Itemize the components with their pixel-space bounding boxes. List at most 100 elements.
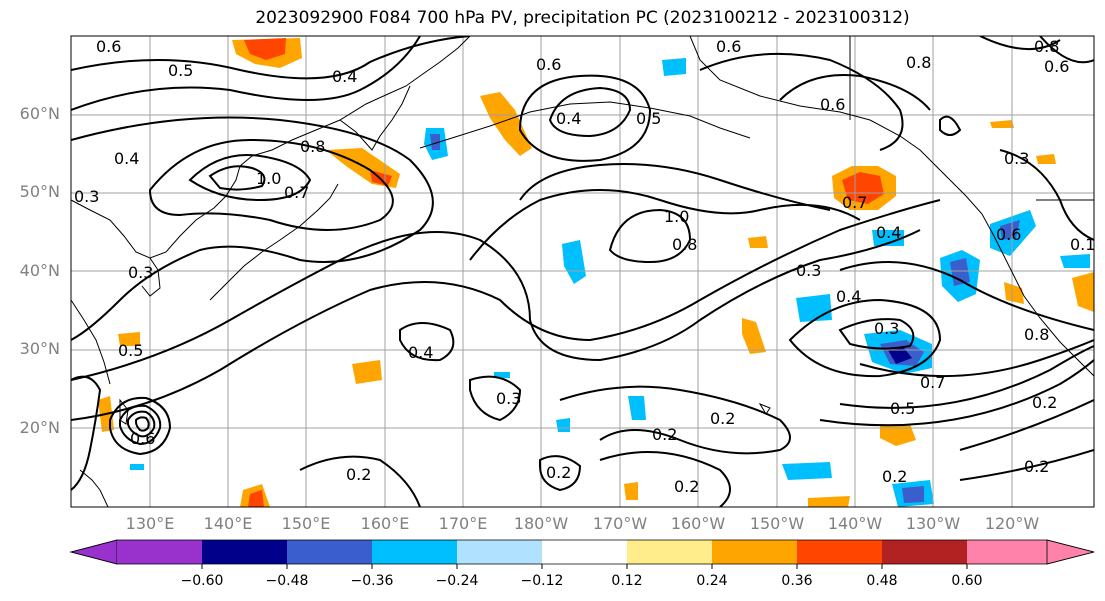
- lon-label: 130°W: [905, 514, 961, 533]
- precip-negative-area: [662, 58, 686, 76]
- contour-label: 0.1: [1070, 235, 1095, 254]
- colorbar-segment: [627, 540, 712, 564]
- precip-negative-core: [430, 134, 440, 150]
- contour-line: [1039, 36, 1094, 64]
- contour-line: [399, 322, 455, 362]
- lon-label: 120°W: [984, 514, 1040, 533]
- contour-label: 0.3: [74, 187, 99, 206]
- colorbar-tick-label: −0.60: [180, 573, 224, 589]
- precip-positive-core: [244, 38, 286, 60]
- colorbar-tick-label: −0.36: [350, 573, 394, 589]
- coastline-aleutians: [419, 101, 751, 149]
- precip-negative-core: [902, 486, 924, 503]
- precip-positive-area: [1004, 282, 1024, 304]
- precip-negative-core: [1000, 220, 1020, 240]
- contour-label: 0.2: [1032, 393, 1057, 412]
- colorbar: [69, 539, 1095, 569]
- lon-label: 170°W: [592, 514, 648, 533]
- colorbar-tick-label: −0.12: [520, 573, 564, 589]
- coastline-china-south: [71, 299, 111, 385]
- contour-label: 0.6: [820, 95, 845, 114]
- colorbar-tick-label: 0.60: [951, 573, 983, 589]
- colorbar-tick-label: −0.24: [435, 573, 479, 589]
- precip-negative-deep: [888, 348, 912, 364]
- precip-positive-area: [624, 482, 638, 500]
- contour-label: 0.5: [636, 109, 661, 128]
- coastline-kamchatka: [339, 85, 411, 151]
- contour-label: 0.4: [556, 109, 581, 128]
- contour-line: [699, 52, 904, 151]
- colorbar-segment: [117, 540, 202, 564]
- colorbar-segment: [372, 540, 457, 564]
- contour-line: [608, 208, 692, 264]
- lon-label: 180°W: [513, 514, 569, 533]
- contour-label: 0.3: [496, 389, 521, 408]
- contour-line: [469, 189, 861, 261]
- contour-line: [788, 298, 942, 378]
- contour-label: 0.8: [672, 235, 697, 254]
- precip-negative-area: [494, 372, 510, 378]
- colorbar-segment: [202, 540, 287, 564]
- lon-label: 130°E: [125, 514, 175, 533]
- contour-line: [127, 410, 156, 438]
- contour-label: 0.3: [1004, 149, 1029, 168]
- contour-label: 0.2: [652, 425, 677, 444]
- colorbar-tick-label: −0.48: [265, 573, 309, 589]
- lon-label: 150°W: [749, 514, 805, 533]
- contour-line: [148, 138, 394, 231]
- contour-line: [208, 165, 266, 191]
- contour-label: 1.0: [256, 169, 281, 188]
- coastline-alaska: [689, 36, 951, 181]
- lon-label: 140°W: [827, 514, 883, 533]
- contour-label: 0.8: [300, 137, 325, 156]
- pv-contours: [71, 36, 1094, 507]
- contour-label: 0.4: [836, 287, 861, 306]
- precip-positive-area: [480, 92, 532, 156]
- contour-label: 1.0: [664, 207, 689, 226]
- contour-line: [839, 261, 1094, 331]
- colorbar-segment: [967, 540, 1047, 564]
- contour-label: 0.6: [716, 37, 741, 56]
- contour-label: 0.2: [710, 409, 735, 428]
- contour-line: [599, 451, 731, 507]
- precip-negative-area: [782, 462, 832, 480]
- coastline-north-america: [949, 179, 1094, 377]
- colorbar-segment: [287, 540, 372, 564]
- contour-label: 0.6: [1044, 57, 1069, 76]
- contour-label: 0.7: [842, 193, 867, 212]
- contour-line: [71, 199, 941, 421]
- contour-line: [539, 455, 582, 492]
- contour-label: 0.2: [346, 465, 371, 484]
- contour-label: 0.2: [1024, 457, 1049, 476]
- contour-label: 0.4: [114, 149, 139, 168]
- colorbar-segment: [542, 540, 627, 564]
- contour-line: [469, 375, 522, 422]
- contour-label: 0.3: [128, 263, 153, 282]
- contour-line: [838, 318, 915, 350]
- contour-label: 0.8: [906, 53, 931, 72]
- lon-label: 140°E: [203, 514, 253, 533]
- precip-negative-area: [872, 230, 904, 246]
- contour-line: [71, 375, 102, 491]
- contour-label: 0.2: [674, 477, 699, 496]
- contour-line: [959, 449, 1094, 481]
- colorbar-extend-low: [69, 539, 118, 565]
- lon-label: 170°E: [438, 514, 488, 533]
- contour-line: [819, 359, 1094, 427]
- colorbar-tick-label: 0.24: [696, 573, 728, 589]
- coastline-taiwan: [119, 398, 129, 425]
- contour-labels: 0.6 0.5 0.4 0.6 0.4 0.5 0.6 0.8 0.6 0.8 …: [74, 37, 1095, 496]
- precip-positive-area: [808, 496, 850, 507]
- precip-positive-area: [880, 424, 916, 446]
- lat-label: 30°N: [19, 339, 60, 358]
- precip-positive-core: [248, 490, 264, 507]
- precip-positive-area: [1036, 154, 1056, 164]
- colorbar-tick-label: 0.48: [866, 573, 898, 589]
- contour-label: 0.6: [96, 37, 121, 56]
- contour-label: 0.4: [332, 67, 357, 86]
- precip-negative-area: [556, 418, 570, 432]
- contour-line: [519, 163, 831, 211]
- contour-label: 0.3: [874, 319, 899, 338]
- contour-label: 0.7: [284, 183, 309, 202]
